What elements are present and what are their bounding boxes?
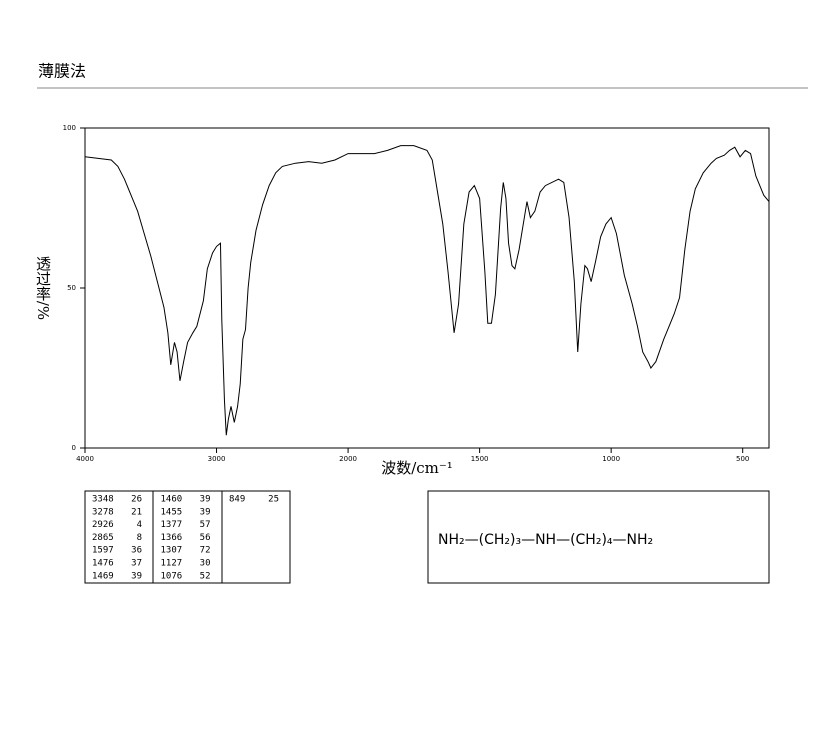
y-axis-label: 透过率/% xyxy=(34,256,52,320)
peak-wavenumber: 1460 xyxy=(161,495,183,505)
peak-wavenumber: 1476 xyxy=(92,559,114,569)
peak-transmittance: 21 xyxy=(131,507,142,517)
peak-transmittance: 39 xyxy=(200,507,211,517)
peak-wavenumber: 1127 xyxy=(161,559,183,569)
peak-wavenumber: 3348 xyxy=(92,495,114,505)
peak-wavenumber: 1455 xyxy=(161,507,183,517)
x-tick-label: 500 xyxy=(736,455,749,463)
peak-transmittance: 52 xyxy=(200,571,211,581)
x-tick-label: 3000 xyxy=(208,455,226,463)
peak-transmittance: 39 xyxy=(200,495,211,505)
peak-wavenumber: 1469 xyxy=(92,571,114,581)
peak-transmittance: 26 xyxy=(131,495,142,505)
formula-frame xyxy=(427,490,770,584)
peak-transmittance: 30 xyxy=(200,559,211,569)
peak-wavenumber: 1597 xyxy=(92,546,114,556)
peak-wavenumber: 2865 xyxy=(92,533,114,543)
peak-wavenumber: 1366 xyxy=(161,533,183,543)
plot-frame xyxy=(84,127,770,449)
x-tick-label: 1500 xyxy=(471,455,489,463)
peak-transmittance: 39 xyxy=(131,571,142,581)
y-tick-label: 50 xyxy=(67,284,76,292)
x-tick-label: 2000 xyxy=(339,455,357,463)
peak-table-frame xyxy=(84,490,291,584)
peak-transmittance: 25 xyxy=(268,495,279,505)
peak-wavenumber: 2926 xyxy=(92,520,114,530)
y-tick-label: 0 xyxy=(72,444,76,452)
peak-wavenumber: 849 xyxy=(229,495,245,505)
spectrum-line xyxy=(84,145,770,436)
x-tick-label: 1000 xyxy=(602,455,620,463)
y-tick-label: 100 xyxy=(63,124,76,132)
peak-transmittance: 57 xyxy=(200,520,211,530)
peak-wavenumber: 1307 xyxy=(161,546,183,556)
peak-transmittance: 37 xyxy=(131,559,142,569)
peak-transmittance: 36 xyxy=(131,546,142,556)
peak-transmittance: 56 xyxy=(200,533,211,543)
peak-transmittance: 72 xyxy=(200,546,211,556)
peak-wavenumber: 1377 xyxy=(161,520,183,530)
peak-wavenumber: 1076 xyxy=(161,571,183,581)
x-tick-label: 4000 xyxy=(76,455,94,463)
x-axis-label: 波数/cm⁻¹ xyxy=(381,459,453,477)
peak-transmittance: 4 xyxy=(137,520,142,530)
peak-transmittance: 8 xyxy=(137,533,142,543)
page-title: 薄膜法 xyxy=(38,62,86,81)
formula: NH₂—(CH₂)₃—NH—(CH₂)₄—NH₂ xyxy=(438,532,653,548)
peak-wavenumber: 3278 xyxy=(92,507,114,517)
